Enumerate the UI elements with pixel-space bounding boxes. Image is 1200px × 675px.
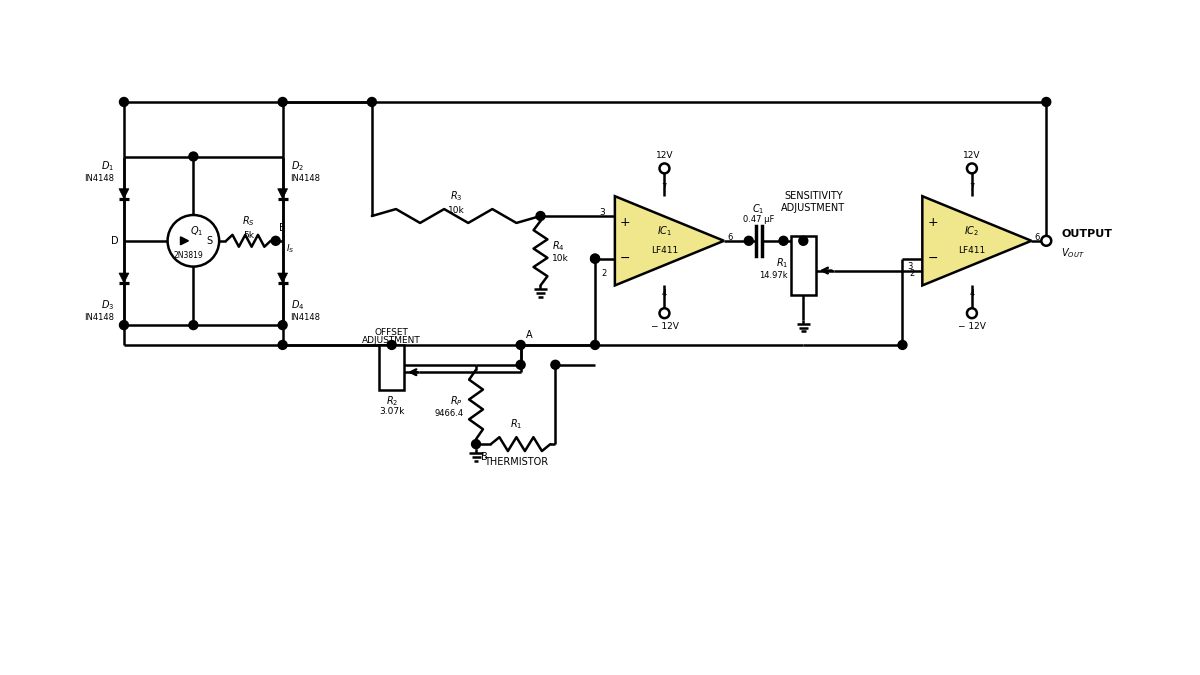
Text: 14.97k: 14.97k — [760, 271, 788, 280]
Circle shape — [967, 308, 977, 318]
Text: SENSITIVITY: SENSITIVITY — [784, 191, 842, 201]
Text: $R_S$: $R_S$ — [242, 214, 254, 228]
Circle shape — [188, 152, 198, 161]
Polygon shape — [923, 196, 1032, 286]
Text: $R_3$: $R_3$ — [450, 189, 462, 203]
Circle shape — [367, 97, 377, 107]
Circle shape — [271, 236, 280, 245]
Circle shape — [516, 360, 526, 369]
Text: −: − — [928, 252, 937, 265]
Text: +: + — [620, 217, 630, 230]
Text: $D_2$: $D_2$ — [290, 159, 304, 173]
Text: $R_1$: $R_1$ — [510, 417, 522, 431]
Circle shape — [660, 163, 670, 173]
Text: 9466.4: 9466.4 — [434, 409, 463, 418]
Text: E: E — [278, 223, 284, 233]
Circle shape — [168, 215, 220, 267]
Text: OFFSET: OFFSET — [374, 328, 409, 337]
Circle shape — [278, 97, 287, 107]
Text: − 12V: − 12V — [650, 322, 678, 331]
Text: 6: 6 — [727, 234, 732, 242]
Text: +: + — [928, 217, 938, 230]
Circle shape — [898, 340, 907, 350]
Text: S: S — [206, 236, 212, 246]
Circle shape — [1042, 236, 1051, 246]
Text: 2N3819: 2N3819 — [174, 251, 203, 260]
Polygon shape — [119, 189, 128, 198]
Text: LF411: LF411 — [959, 246, 985, 255]
Circle shape — [660, 308, 670, 318]
Text: $D_1$: $D_1$ — [101, 159, 114, 173]
Circle shape — [744, 236, 754, 245]
Circle shape — [590, 254, 600, 263]
Text: THERMISTOR: THERMISTOR — [484, 457, 547, 467]
Text: 12V: 12V — [964, 151, 980, 161]
Circle shape — [799, 236, 808, 245]
Text: $D_3$: $D_3$ — [101, 298, 114, 312]
Text: $V_{OUT}$: $V_{OUT}$ — [1061, 246, 1085, 260]
Text: − 12V: − 12V — [958, 322, 986, 331]
Circle shape — [590, 340, 600, 350]
Polygon shape — [119, 273, 128, 283]
Text: 12V: 12V — [655, 151, 673, 161]
Text: $I_S$: $I_S$ — [286, 242, 294, 255]
Circle shape — [536, 211, 545, 221]
Circle shape — [120, 97, 128, 107]
Polygon shape — [614, 196, 724, 286]
Text: 0.47 μF: 0.47 μF — [743, 215, 774, 224]
Text: IN4148: IN4148 — [290, 174, 320, 183]
Text: A: A — [526, 330, 533, 340]
Text: IN4148: IN4148 — [290, 313, 320, 322]
Text: 7: 7 — [970, 183, 974, 192]
Circle shape — [967, 163, 977, 173]
Circle shape — [120, 321, 128, 329]
Circle shape — [590, 254, 600, 263]
Text: OUTPUT: OUTPUT — [1061, 229, 1112, 239]
Text: IN4148: IN4148 — [84, 174, 114, 183]
Polygon shape — [277, 189, 288, 198]
Circle shape — [278, 321, 287, 329]
Text: 2: 2 — [601, 269, 607, 278]
Circle shape — [1042, 97, 1051, 107]
Circle shape — [551, 360, 560, 369]
Text: 7: 7 — [661, 183, 667, 192]
Polygon shape — [277, 273, 288, 283]
Text: ADJUSTMENT: ADJUSTMENT — [362, 336, 421, 345]
Text: 3.07k: 3.07k — [379, 407, 404, 416]
Text: 2: 2 — [910, 269, 914, 278]
Circle shape — [1042, 236, 1051, 245]
Text: D: D — [112, 236, 119, 246]
Text: $D_4$: $D_4$ — [290, 298, 304, 312]
Text: 6: 6 — [1034, 234, 1039, 242]
Text: 4: 4 — [970, 290, 974, 298]
Text: IN4148: IN4148 — [84, 313, 114, 322]
Text: ADJUSTMENT: ADJUSTMENT — [781, 203, 845, 213]
Text: $R_P$: $R_P$ — [450, 395, 463, 408]
Text: $Q_1$: $Q_1$ — [190, 224, 203, 238]
Text: $R_1$: $R_1$ — [775, 256, 788, 269]
Text: −: − — [620, 252, 630, 265]
Text: B: B — [481, 452, 487, 462]
Circle shape — [278, 340, 287, 350]
Circle shape — [388, 340, 396, 350]
Circle shape — [516, 340, 526, 350]
Text: $IC_1$: $IC_1$ — [656, 224, 672, 238]
Text: $C_1$: $C_1$ — [752, 202, 764, 216]
Text: $R_2$: $R_2$ — [385, 395, 398, 408]
Text: 3: 3 — [907, 262, 912, 271]
Circle shape — [188, 321, 198, 329]
Text: 10k: 10k — [448, 206, 464, 215]
Circle shape — [472, 439, 480, 449]
Bar — [379, 345, 404, 389]
Text: $R_4$: $R_4$ — [552, 239, 565, 252]
Text: 4: 4 — [662, 290, 667, 298]
Circle shape — [779, 236, 788, 245]
Text: LF411: LF411 — [650, 246, 678, 255]
Text: 5k: 5k — [242, 231, 254, 240]
Text: $IC_2$: $IC_2$ — [965, 224, 979, 238]
Text: 3: 3 — [599, 207, 605, 217]
Text: 10k: 10k — [552, 254, 569, 263]
Polygon shape — [180, 237, 188, 245]
Bar — [791, 236, 816, 296]
